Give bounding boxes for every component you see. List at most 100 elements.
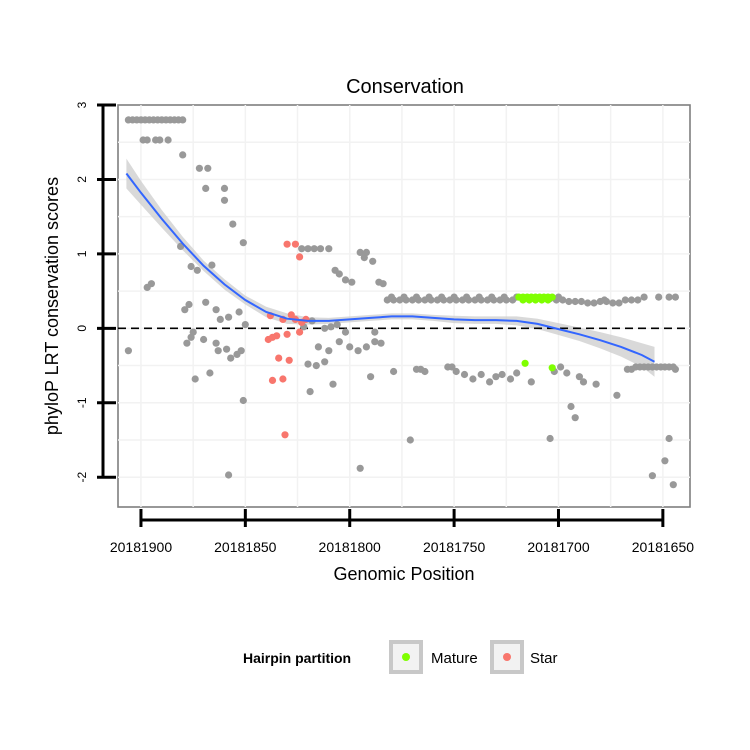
point-other xyxy=(498,370,506,379)
point-other xyxy=(421,367,429,376)
point-other xyxy=(492,373,500,381)
point-other xyxy=(450,293,458,301)
plot-panel xyxy=(117,104,691,508)
point-other xyxy=(362,343,370,351)
point-other xyxy=(565,297,573,306)
point-other xyxy=(369,257,377,265)
point-other xyxy=(124,347,132,355)
y-tick-label: 2 xyxy=(75,176,89,183)
point-other xyxy=(475,293,483,301)
point-other xyxy=(346,343,354,351)
point-star xyxy=(291,240,299,248)
smooth-fit-line xyxy=(125,172,655,363)
point-other xyxy=(546,434,554,443)
point-other xyxy=(371,328,379,336)
point-other xyxy=(314,343,322,351)
point-other xyxy=(187,262,195,271)
point-other xyxy=(325,245,333,253)
point-star xyxy=(275,354,283,362)
point-other xyxy=(406,436,414,444)
point-other xyxy=(220,184,229,192)
point-other xyxy=(571,297,579,306)
legend-mature-swatch xyxy=(402,653,410,661)
point-other xyxy=(390,367,398,376)
point-star xyxy=(273,332,281,340)
y-tick-label: 0 xyxy=(75,325,89,332)
x-tick-label: 20181850 xyxy=(214,539,277,555)
point-other xyxy=(143,136,151,144)
point-other xyxy=(613,391,621,399)
point-star xyxy=(283,330,291,338)
point-other xyxy=(335,270,343,278)
point-other xyxy=(321,358,329,366)
x-tick-label: 20181650 xyxy=(632,539,695,555)
y-tick-label: 1 xyxy=(75,250,89,257)
point-other xyxy=(206,369,214,377)
point-other xyxy=(377,339,385,347)
point-other xyxy=(187,333,195,341)
point-other xyxy=(185,300,193,309)
point-mature xyxy=(531,296,540,304)
point-star xyxy=(279,375,287,383)
point-other xyxy=(306,388,314,396)
point-other xyxy=(575,373,584,381)
point-other xyxy=(554,293,563,301)
point-other xyxy=(584,299,592,307)
point-other xyxy=(341,276,350,284)
point-other xyxy=(448,363,456,371)
point-other xyxy=(348,278,356,286)
point-other xyxy=(220,196,229,204)
point-other xyxy=(237,347,245,355)
point-other xyxy=(661,457,669,465)
point-mature xyxy=(521,359,529,367)
point-other xyxy=(316,245,325,253)
point-other xyxy=(571,414,579,422)
point-other xyxy=(400,293,408,301)
x-tick-label: 20181800 xyxy=(319,539,382,555)
x-axis-label: Genomic Position xyxy=(333,564,474,584)
point-mature xyxy=(548,364,556,372)
point-other xyxy=(527,378,535,386)
point-other xyxy=(327,323,335,331)
point-star xyxy=(296,253,304,261)
y-tick-label: 3 xyxy=(75,101,89,108)
point-other xyxy=(229,220,237,228)
point-mature xyxy=(525,296,533,304)
point-other xyxy=(298,245,306,253)
point-other xyxy=(214,347,222,355)
point-other xyxy=(615,299,623,307)
point-other xyxy=(304,245,312,253)
point-other xyxy=(387,293,396,301)
point-other xyxy=(204,164,212,172)
point-other xyxy=(506,375,515,383)
point-other xyxy=(669,481,677,489)
point-star xyxy=(302,315,310,323)
point-other xyxy=(341,328,350,336)
point-other xyxy=(202,298,210,306)
point-other xyxy=(356,248,364,256)
legend-label-mature: Mature xyxy=(431,650,478,667)
point-other xyxy=(239,239,247,247)
point-other xyxy=(195,164,203,172)
point-other xyxy=(225,471,233,479)
point-star xyxy=(296,328,304,336)
point-other xyxy=(655,293,663,301)
point-other xyxy=(469,375,477,383)
point-other xyxy=(671,365,680,373)
point-other xyxy=(223,345,231,353)
point-other xyxy=(183,339,191,347)
point-other xyxy=(477,370,485,379)
point-other xyxy=(191,375,199,383)
point-other xyxy=(354,347,362,355)
point-other xyxy=(486,378,494,386)
y-tick-label: -1 xyxy=(75,397,89,408)
point-other xyxy=(513,369,521,377)
point-other xyxy=(567,402,575,411)
point-other xyxy=(329,380,337,388)
point-other xyxy=(179,151,187,159)
point-other xyxy=(627,296,636,304)
point-other xyxy=(235,308,243,316)
point-star xyxy=(268,376,277,384)
legend-label-star: Star xyxy=(530,650,558,667)
